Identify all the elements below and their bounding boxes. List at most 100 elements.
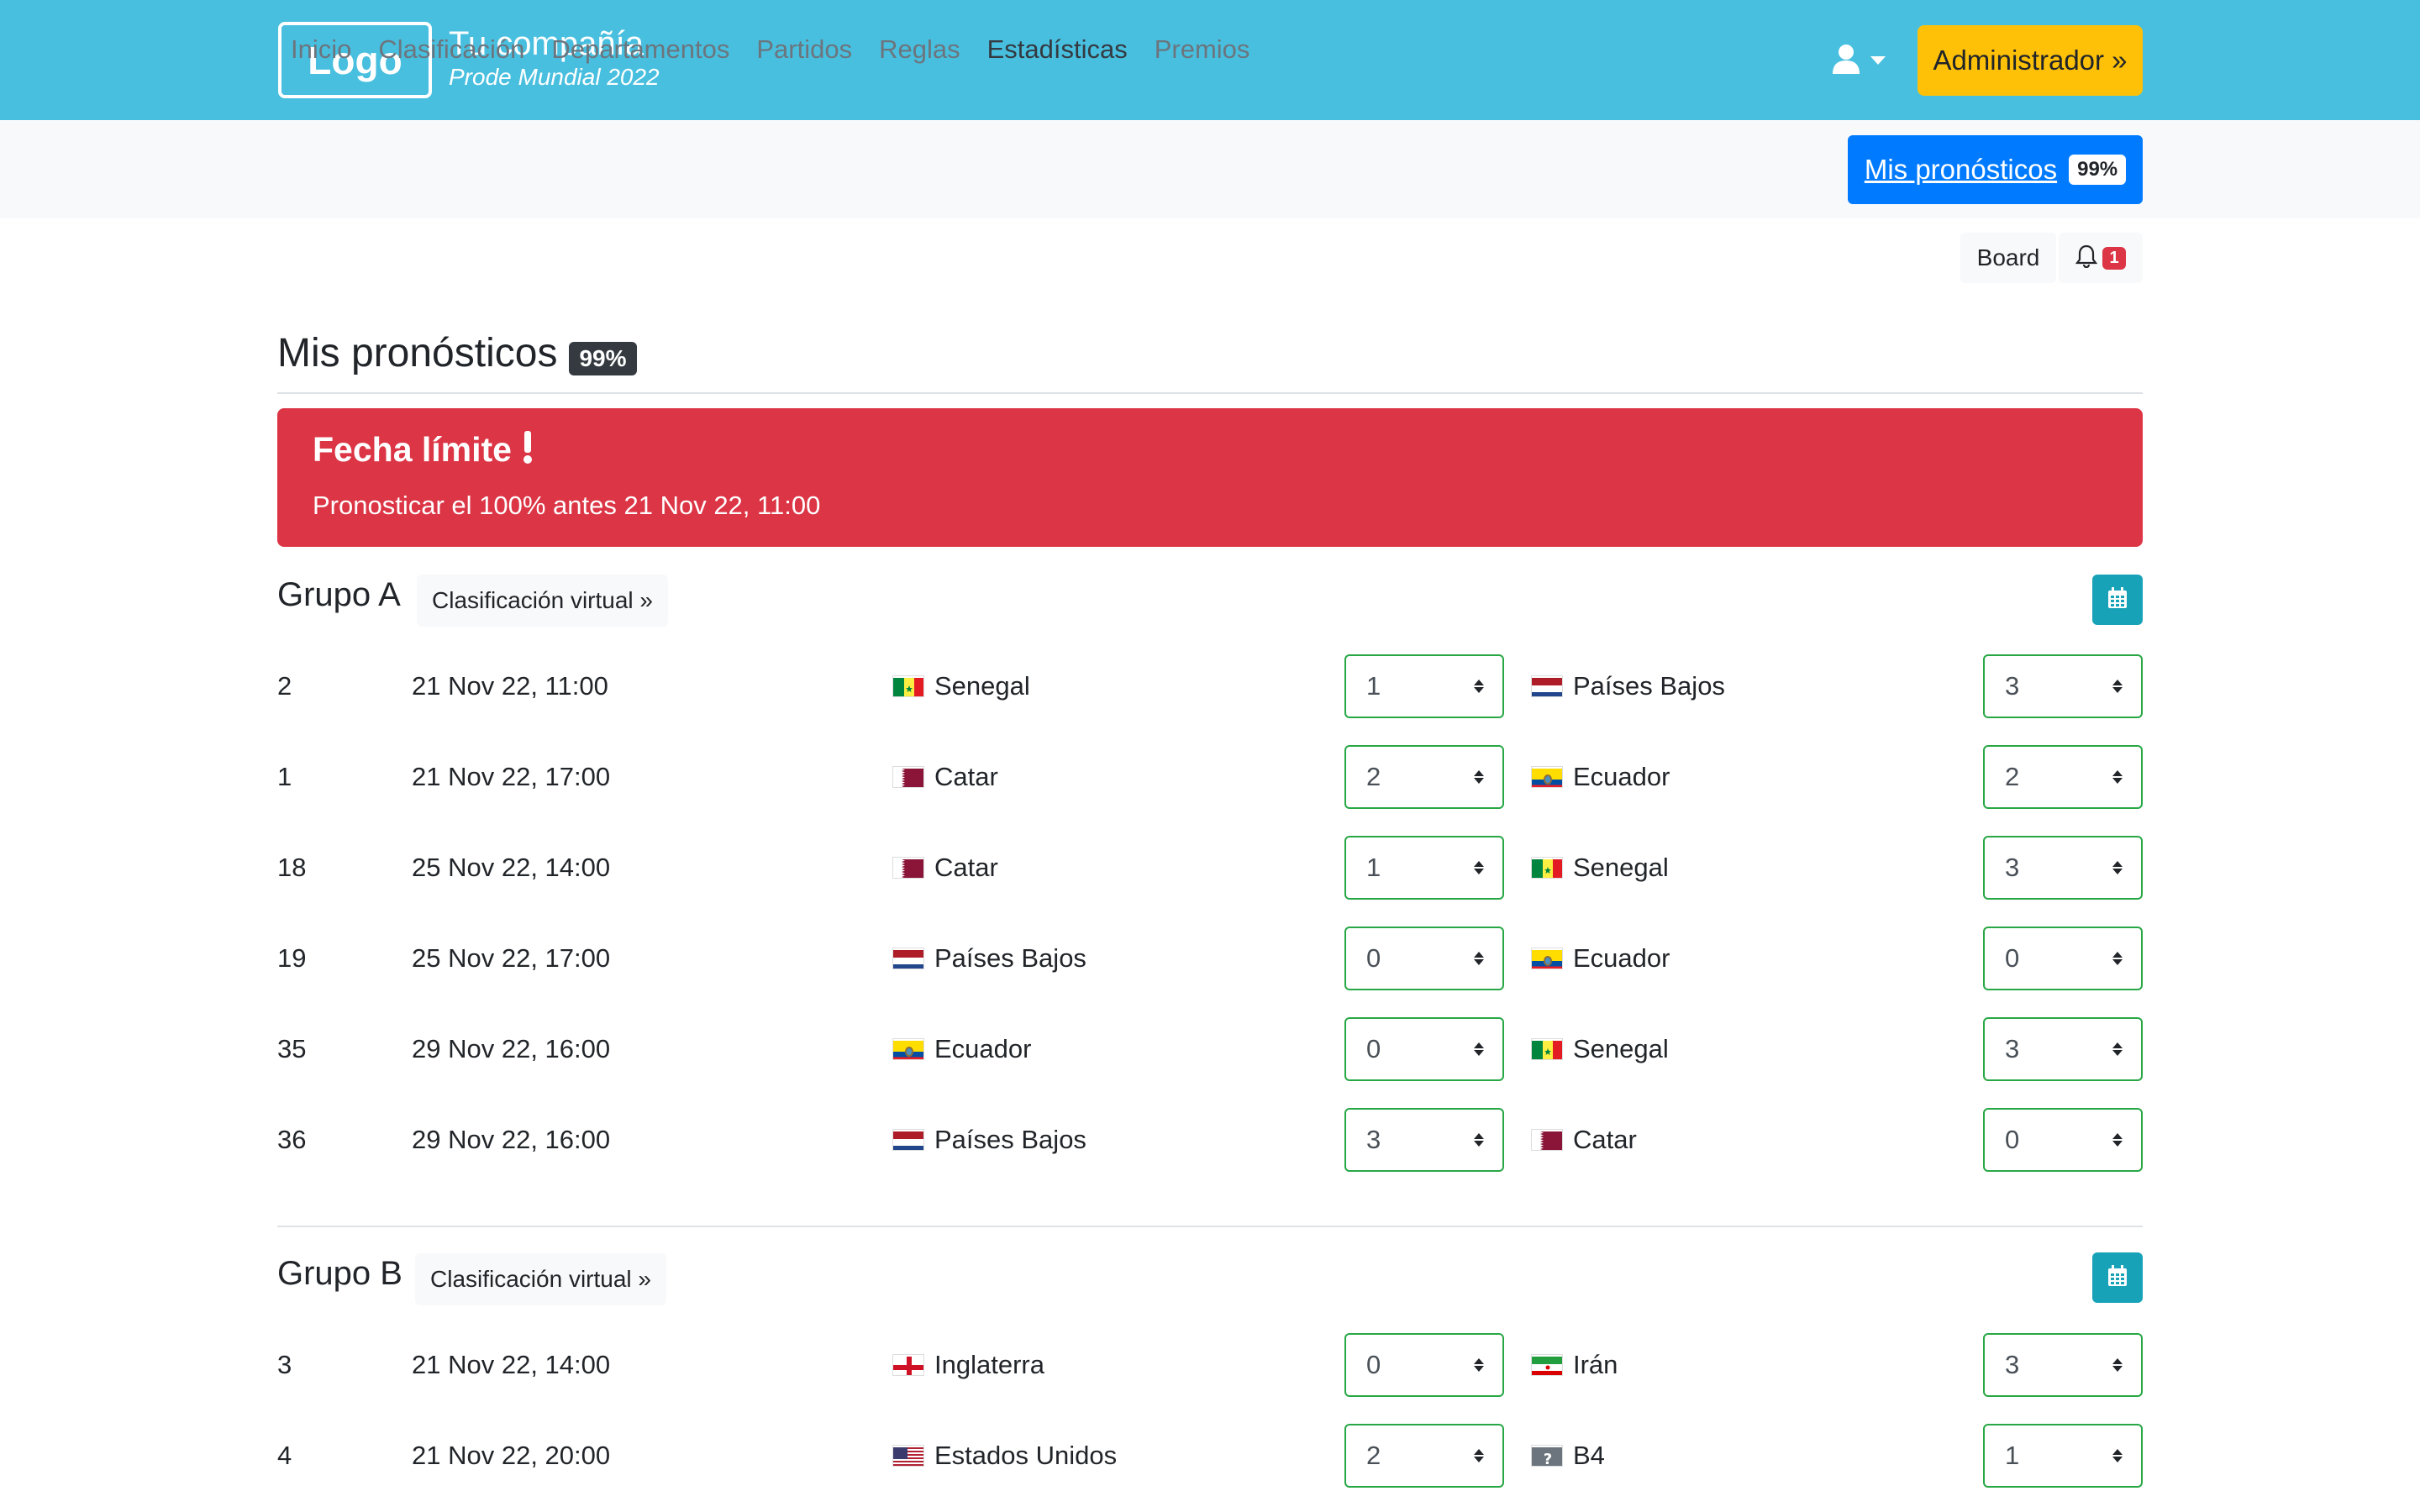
away-score-value: 0 xyxy=(2005,943,2020,973)
ecuador-flag-icon xyxy=(892,1038,924,1060)
board-button[interactable]: Board xyxy=(1960,233,2056,283)
match-row: 35 29 Nov 22, 16:00 Ecuador 0 Senegal 3 xyxy=(0,1017,2420,1081)
away-team-name: Senegal xyxy=(1573,1034,1669,1063)
match-row: 3 21 Nov 22, 14:00 Inglaterra 0 Irán 3 xyxy=(0,1333,2420,1397)
group-b-title: Grupo B xyxy=(277,1255,402,1292)
usa-flag-icon xyxy=(892,1445,924,1467)
group-a-calendar-button[interactable] xyxy=(2092,575,2143,625)
nav-reglas[interactable]: Reglas xyxy=(879,34,960,64)
away-team: Países Bajos xyxy=(1531,654,1725,718)
admin-button[interactable]: Administrador » xyxy=(1918,25,2143,96)
home-score-select[interactable]: 1 xyxy=(1344,836,1504,900)
home-score-select[interactable]: 0 xyxy=(1344,1333,1504,1397)
match-number: 1 xyxy=(277,762,292,791)
match-date: 21 Nov 22, 20:00 xyxy=(412,1441,611,1470)
qatar-flag-icon xyxy=(892,857,924,879)
nav-departamentos[interactable]: Departamentos xyxy=(551,34,730,64)
home-team-name: Catar xyxy=(934,853,998,882)
nav-premios[interactable]: Premios xyxy=(1154,34,1250,64)
away-score-value: 3 xyxy=(2005,671,2020,701)
away-score-select[interactable]: 2 xyxy=(1983,745,2143,809)
ecuador-flag-icon xyxy=(1531,766,1563,788)
select-arrows-icon xyxy=(1474,952,1484,965)
match-number: 36 xyxy=(277,1125,307,1154)
group-a-virtual-standings-button[interactable]: Clasificación virtual » xyxy=(417,575,668,627)
match-date: 29 Nov 22, 16:00 xyxy=(412,1125,611,1154)
home-score-value: 2 xyxy=(1366,1441,1381,1470)
mis-pronosticos-label: Mis pronósticos xyxy=(1864,154,2058,185)
match-row: 36 29 Nov 22, 16:00 Países Bajos 3 Catar 0 xyxy=(0,1108,2420,1172)
senegal-flag-icon xyxy=(1531,857,1563,879)
home-team-name: Estados Unidos xyxy=(934,1441,1118,1470)
away-score-select[interactable]: 0 xyxy=(1983,1108,2143,1172)
away-score-value: 0 xyxy=(2005,1125,2020,1154)
home-team-name: Ecuador xyxy=(934,1034,1032,1063)
netherlands-flag-icon xyxy=(892,948,924,969)
nav-inicio[interactable]: Inicio xyxy=(291,34,352,64)
match-date: 29 Nov 22, 16:00 xyxy=(412,1034,611,1063)
home-score-select[interactable]: 1 xyxy=(1344,654,1504,718)
home-score-select[interactable]: 0 xyxy=(1344,1017,1504,1081)
nav-partidos[interactable]: Partidos xyxy=(756,34,853,64)
match-date: 21 Nov 22, 17:00 xyxy=(412,762,611,791)
match-date: 25 Nov 22, 17:00 xyxy=(412,943,611,973)
nav-estadisticas[interactable]: Estadísticas xyxy=(986,34,1128,64)
select-arrows-icon xyxy=(1474,770,1484,784)
home-team: Catar xyxy=(892,745,998,809)
home-score-select[interactable]: 3 xyxy=(1344,1108,1504,1172)
away-score-select[interactable]: 3 xyxy=(1983,1017,2143,1081)
nav-clasificacion[interactable]: Clasificación xyxy=(378,34,525,64)
group-b-calendar-button[interactable] xyxy=(2092,1252,2143,1303)
away-team-name: Catar xyxy=(1573,1125,1637,1154)
select-arrows-icon xyxy=(2112,1133,2123,1147)
away-score-value: 3 xyxy=(2005,1034,2020,1063)
home-score-value: 0 xyxy=(1366,943,1381,973)
notification-count-badge: 1 xyxy=(2102,246,2126,270)
away-team-name: Ecuador xyxy=(1573,943,1670,973)
deadline-alert: Fecha límite Pronosticar el 100% antes 2… xyxy=(277,408,2143,547)
logo[interactable]: Logo xyxy=(278,22,432,98)
bell-icon xyxy=(2075,244,2098,272)
chevron-down-icon xyxy=(1870,56,1886,65)
user-menu[interactable] xyxy=(1832,40,1886,81)
match-row: 4 21 Nov 22, 20:00 Estados Unidos 2? B4 1 xyxy=(0,1424,2420,1488)
user-icon xyxy=(1832,44,1860,78)
away-team: Senegal xyxy=(1531,836,1669,900)
select-arrows-icon xyxy=(2112,1449,2123,1462)
select-arrows-icon xyxy=(2112,952,2123,965)
company-name: Tu compañía xyxy=(449,25,644,62)
away-score-select[interactable]: 3 xyxy=(1983,1333,2143,1397)
notifications-button[interactable]: 1 xyxy=(2059,233,2143,283)
senegal-flag-icon xyxy=(1531,1038,1563,1060)
calendar-icon xyxy=(2107,1264,2128,1292)
select-arrows-icon xyxy=(1474,1449,1484,1462)
select-arrows-icon xyxy=(1474,1042,1484,1056)
away-score-value: 2 xyxy=(2005,762,2020,791)
home-score-select[interactable]: 2 xyxy=(1344,1424,1504,1488)
ecuador-flag-icon xyxy=(1531,948,1563,969)
match-number: 18 xyxy=(277,853,307,882)
home-team: Ecuador xyxy=(892,1017,1031,1081)
england-flag-icon xyxy=(892,1354,924,1376)
match-number: 4 xyxy=(277,1441,292,1470)
home-score-select[interactable]: 2 xyxy=(1344,745,1504,809)
group-a-title: Grupo A xyxy=(277,576,401,613)
away-score-select[interactable]: 0 xyxy=(1983,927,2143,990)
home-score-value: 3 xyxy=(1366,1125,1381,1154)
iran-flag-icon xyxy=(1531,1354,1563,1376)
group-divider xyxy=(277,1226,2143,1227)
group-b-virtual-standings-button[interactable]: Clasificación virtual » xyxy=(415,1253,666,1305)
page-title-badge: 99% xyxy=(569,341,637,375)
away-score-value: 3 xyxy=(2005,1350,2020,1379)
home-team-name: Catar xyxy=(934,762,998,791)
match-date: 21 Nov 22, 11:00 xyxy=(412,671,608,701)
netherlands-flag-icon xyxy=(892,1129,924,1151)
home-team: Senegal xyxy=(892,654,1030,718)
home-team-name: Países Bajos xyxy=(934,1125,1086,1154)
away-score-select[interactable]: 3 xyxy=(1983,836,2143,900)
away-team-name: Países Bajos xyxy=(1573,671,1725,701)
mis-pronosticos-button[interactable]: Mis pronósticos 99% xyxy=(1848,135,2143,204)
away-score-select[interactable]: 1 xyxy=(1983,1424,2143,1488)
home-score-select[interactable]: 0 xyxy=(1344,927,1504,990)
away-score-select[interactable]: 3 xyxy=(1983,654,2143,718)
